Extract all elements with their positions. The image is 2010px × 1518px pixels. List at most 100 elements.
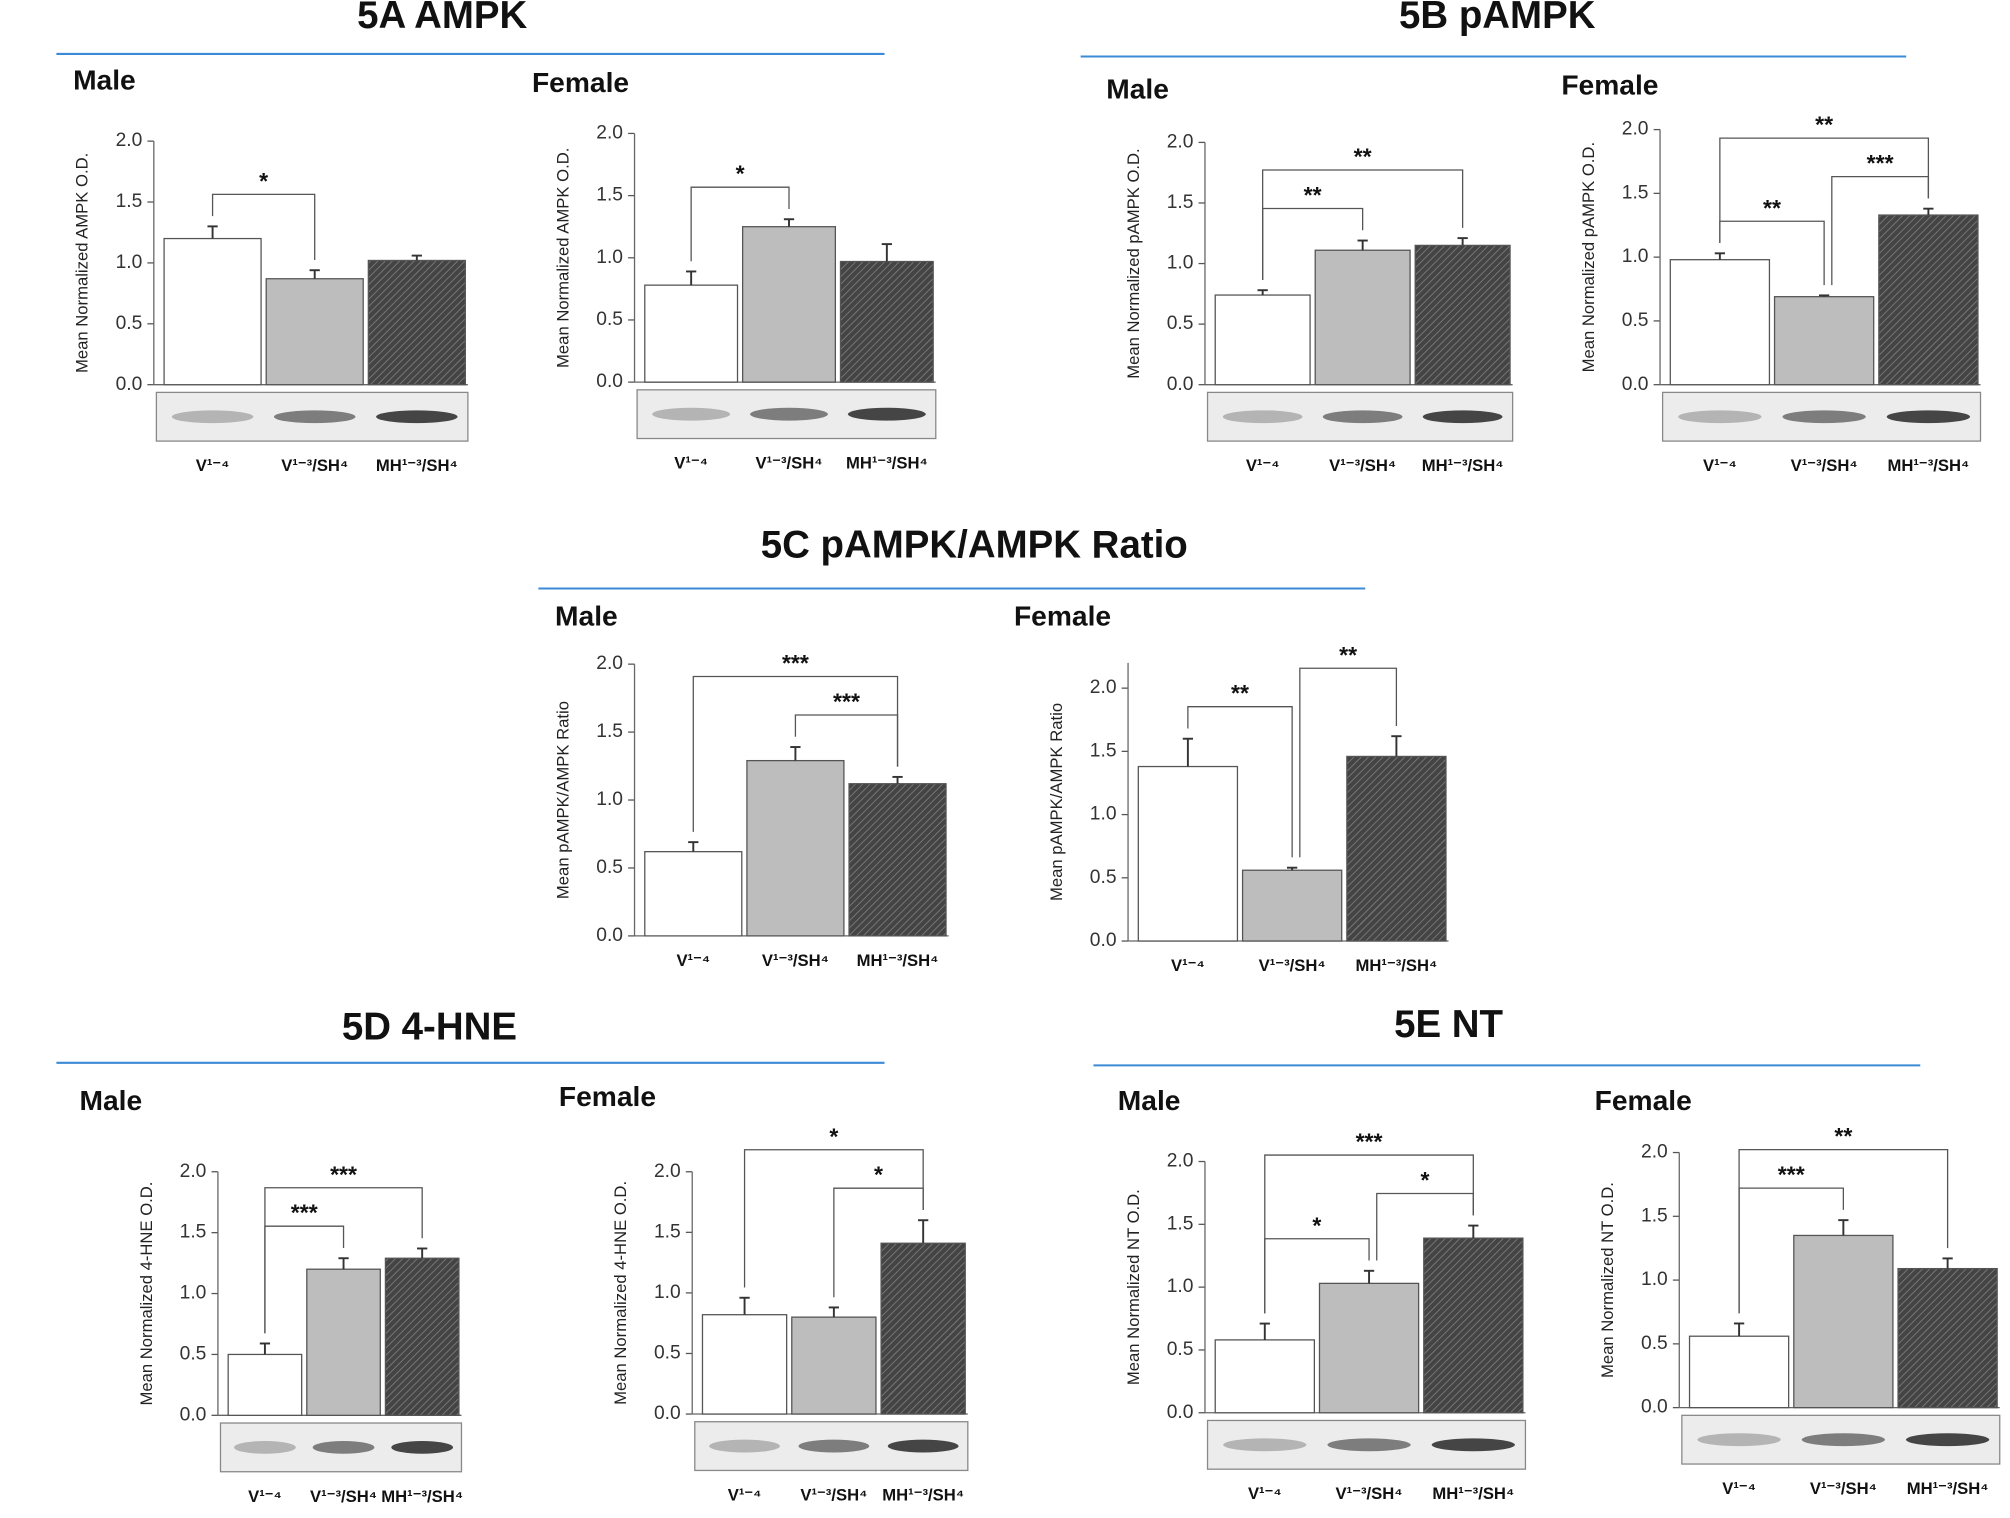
y-tick-label: 0.5: [1090, 867, 1117, 888]
sig-bracket: [1738, 1148, 1949, 1314]
y-tick-label: 0.0: [596, 925, 623, 946]
y-tick-label: 2.0: [116, 130, 143, 151]
x-tick-label: MH¹⁻³/SH⁴: [846, 454, 928, 473]
blot-band: [798, 1439, 870, 1453]
panel-title: 5B pAMPK: [1399, 0, 1596, 37]
y-tick-label: 1.0: [180, 1283, 207, 1304]
y-axis-label: Mean Normalized NT O.D.: [1598, 1182, 1617, 1378]
y-tick-label: 1.5: [1090, 740, 1117, 761]
y-tick-label: 1.5: [596, 185, 623, 206]
blot-band: [1801, 1433, 1885, 1447]
y-axis-label: Mean Normalized AMPK O.D.: [73, 153, 92, 373]
y-tick-label: 2.0: [596, 653, 623, 674]
bar: [644, 851, 743, 937]
x-tick-label: V¹⁻³/SH⁴: [1329, 456, 1396, 475]
x-tick-label: MH¹⁻³/SH⁴: [1887, 456, 1969, 475]
y-tick-label: 2.0: [1622, 119, 1649, 140]
y-tick-label: 1.0: [1090, 804, 1117, 825]
blot-band: [1782, 410, 1866, 424]
sig-label: **: [1763, 195, 1781, 221]
x-tick-label: MH¹⁻³/SH⁴: [381, 1487, 463, 1506]
chart: Male Mean Normalized AMPK O.D. 0.0 0.5 1.0 1.…: [73, 64, 469, 475]
x-tick-label: V¹⁻³/SH⁴: [1259, 956, 1326, 975]
y-tick-label: 0.5: [1641, 1333, 1668, 1354]
sig-bracket: [1187, 706, 1293, 858]
bar: [1878, 214, 1979, 386]
sig-bracket: [1299, 667, 1398, 858]
bar: [1669, 259, 1771, 386]
y-tick-label: 1.0: [1641, 1269, 1668, 1290]
x-tick-label: V¹⁻³/SH⁴: [762, 951, 829, 970]
y-axis-label: Mean Normalized AMPK O.D.: [553, 148, 572, 368]
bar: [1423, 1237, 1524, 1414]
blot-band: [376, 410, 458, 424]
y-tick-label: 0.0: [116, 374, 143, 395]
sig-bracket: [1264, 1154, 1474, 1314]
sig-label: **: [1339, 642, 1357, 668]
sig-bracket: [794, 714, 899, 767]
x-tick-label: MH¹⁻³/SH⁴: [1907, 1479, 1989, 1498]
y-tick-label: 1.0: [654, 1282, 681, 1303]
sex-label: Female: [1595, 1084, 1692, 1116]
x-tick-label: V¹⁻³/SH⁴: [756, 454, 823, 473]
sig-label: ***: [330, 1161, 357, 1187]
bar: [1897, 1267, 1998, 1409]
y-tick-label: 1.0: [596, 789, 623, 810]
sig-bracket: [1719, 137, 1930, 244]
y-axis-label: Mean Normalized 4-HNE O.D.: [611, 1181, 630, 1405]
sig-bracket: [743, 1149, 924, 1288]
y-axis-label: Mean pAMPK/AMPK Ratio: [553, 701, 572, 899]
sig-label: **: [1815, 112, 1833, 138]
sig-label: *: [1421, 1167, 1430, 1193]
y-axis-label: Mean pAMPK/AMPK Ratio: [1047, 703, 1066, 901]
blot-band: [847, 407, 926, 421]
blot-band: [273, 410, 356, 424]
y-tick-label: 1.0: [1167, 1276, 1194, 1297]
sig-bracket: [692, 675, 899, 832]
y-tick-label: 1.0: [1622, 246, 1649, 267]
sig-label: **: [1834, 1123, 1852, 1149]
blot-band: [1223, 1438, 1307, 1452]
x-tick-label: MH¹⁻³/SH⁴: [376, 456, 458, 475]
x-tick-label: V¹⁻³/SH⁴: [800, 1485, 867, 1504]
y-tick-label: 2.0: [654, 1161, 681, 1182]
y-tick-label: 1.5: [1622, 182, 1649, 203]
blot-band: [1422, 410, 1503, 424]
bar: [306, 1268, 381, 1416]
sig-label: *: [736, 161, 745, 187]
x-tick-label: MH¹⁻³/SH⁴: [1422, 456, 1504, 475]
bar: [384, 1257, 460, 1416]
sex-label: Male: [555, 599, 618, 631]
y-tick-label: 2.0: [1167, 1151, 1194, 1172]
blot-band: [1697, 1433, 1781, 1447]
chart: Male Mean pAMPK/AMPK Ratio 0.0 0.5 1.0 1.5 2.0…: [553, 599, 949, 970]
bar: [848, 783, 947, 937]
bar: [1241, 869, 1343, 942]
bar: [1346, 755, 1447, 942]
y-tick-label: 0.0: [1167, 1402, 1194, 1423]
chart: Male Mean Normalized pAMPK O.D. 0.0 0.5 1.0 1…: [1106, 73, 1514, 475]
y-tick-label: 1.5: [1167, 192, 1194, 213]
sig-label: *: [829, 1123, 838, 1149]
y-tick-label: 0.0: [1622, 374, 1649, 395]
y-tick-label: 1.5: [180, 1222, 207, 1243]
bar: [163, 237, 262, 386]
x-tick-label: V¹⁻⁴: [728, 1485, 762, 1504]
x-tick-label: V¹⁻⁴: [1248, 1484, 1282, 1503]
chart: Female Mean Normalized NT O.D. 0.0 0.5 1.0 1.…: [1595, 1084, 2001, 1498]
blot-band: [171, 410, 254, 424]
sig-label: **: [1354, 144, 1372, 170]
bar: [1214, 1339, 1316, 1414]
x-tick-label: V¹⁻⁴: [674, 454, 708, 473]
bar: [1318, 1282, 1420, 1414]
y-tick-label: 1.5: [1641, 1205, 1668, 1226]
blot-band: [1905, 1433, 1990, 1447]
sex-label: Female: [1561, 69, 1658, 101]
x-tick-label: V¹⁻³/SH⁴: [1336, 1484, 1403, 1503]
sex-label: Female: [532, 66, 629, 98]
blot-band: [1322, 410, 1403, 424]
y-tick-label: 0.0: [180, 1404, 207, 1425]
bar: [1793, 1234, 1894, 1409]
y-tick-label: 1.5: [596, 721, 623, 742]
y-tick-label: 2.0: [596, 123, 623, 144]
